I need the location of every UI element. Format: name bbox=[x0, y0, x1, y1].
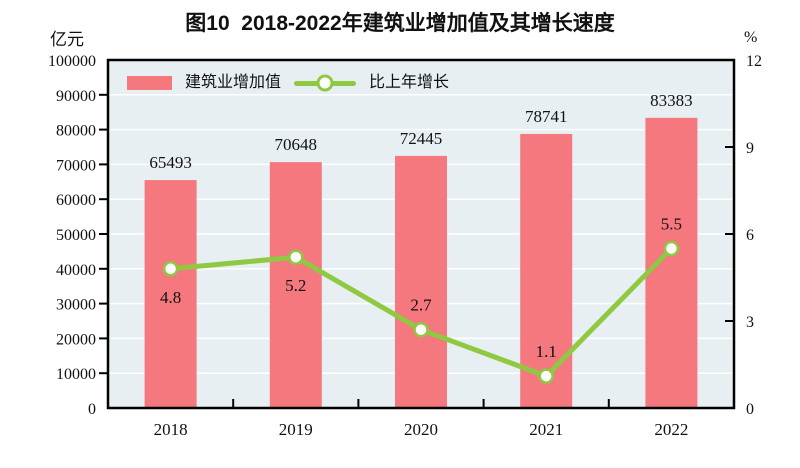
line-value-label: 4.8 bbox=[160, 288, 181, 307]
left-axis-tick-label: 40000 bbox=[56, 262, 96, 279]
right-axis-tick-label: 12 bbox=[746, 53, 762, 70]
line-marker-icon bbox=[316, 74, 334, 92]
legend: 建筑业增加值 比上年增长 bbox=[127, 70, 449, 96]
right-axis-tick-label: 0 bbox=[746, 401, 754, 418]
x-axis-category-label: 2021 bbox=[529, 420, 563, 439]
line-value-label: 5.5 bbox=[661, 215, 682, 234]
line-value-label: 1.1 bbox=[536, 342, 557, 361]
line-series-swatch-icon bbox=[294, 74, 357, 92]
bar-value-label: 70648 bbox=[275, 135, 318, 154]
left-axis-tick-label: 80000 bbox=[56, 123, 96, 140]
left-axis-tick-label: 30000 bbox=[56, 297, 96, 314]
left-axis-tick-label: 20000 bbox=[56, 331, 96, 348]
x-axis-category-label: 2018 bbox=[154, 420, 188, 439]
bar bbox=[520, 133, 573, 408]
left-axis-tick-label: 90000 bbox=[56, 88, 96, 105]
plot-border bbox=[106, 58, 736, 410]
x-axis-category-label: 2020 bbox=[404, 420, 438, 439]
bar-value-label: 65493 bbox=[149, 153, 192, 172]
legend-label-line-series: 比上年增长 bbox=[369, 74, 450, 91]
bar-series-swatch-icon bbox=[127, 76, 172, 90]
right-axis-unit-label: % bbox=[744, 29, 758, 46]
bar-value-label: 72445 bbox=[400, 129, 443, 148]
right-axis-tick-label: 3 bbox=[746, 314, 754, 331]
line-marker bbox=[663, 240, 680, 257]
right-axis-tick-label: 6 bbox=[746, 227, 754, 244]
line-marker bbox=[538, 368, 554, 384]
chart-title: 图10 2018-2022年建筑业增加值及其增长速度 bbox=[185, 12, 615, 35]
x-axis-category-label: 2022 bbox=[654, 420, 688, 439]
line-marker bbox=[162, 261, 179, 277]
bar-value-label: 83383 bbox=[650, 91, 693, 110]
left-axis-tick-label: 100000 bbox=[48, 53, 96, 70]
legend-label-bar-series: 建筑业增加值 bbox=[185, 74, 282, 91]
bar-value-label: 78741 bbox=[525, 107, 568, 126]
line-value-label: 5.2 bbox=[285, 276, 306, 295]
left-axis-tick-label: 60000 bbox=[56, 192, 96, 209]
bar bbox=[144, 180, 197, 408]
left-axis-tick-label: 50000 bbox=[56, 227, 96, 244]
line-value-label: 2.7 bbox=[410, 296, 432, 315]
left-axis-unit-label: 亿元 bbox=[50, 30, 84, 49]
bar bbox=[269, 162, 322, 408]
x-axis-category-label: 2019 bbox=[279, 420, 313, 439]
bar bbox=[395, 155, 447, 408]
bar bbox=[645, 117, 698, 409]
left-axis-tick-label: 70000 bbox=[56, 157, 96, 174]
line-marker bbox=[288, 249, 304, 265]
right-axis-tick-label: 9 bbox=[746, 140, 754, 157]
left-axis-tick-label: 0 bbox=[88, 401, 96, 418]
line-marker bbox=[413, 321, 429, 338]
left-axis-tick-label: 10000 bbox=[56, 366, 96, 383]
